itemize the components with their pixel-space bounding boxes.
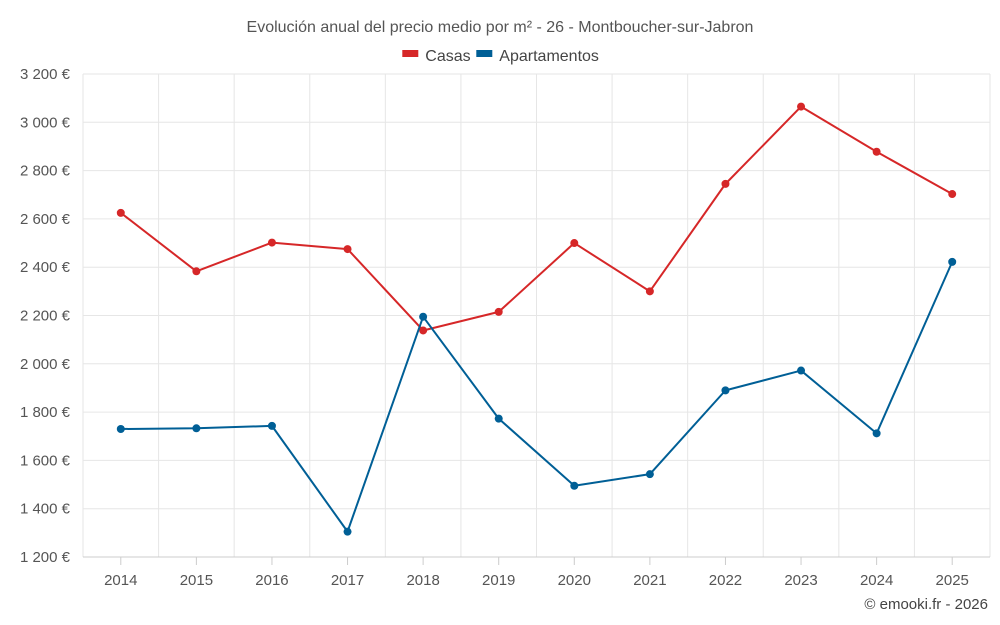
data-point-casas	[267, 238, 276, 247]
x-tick-label: 2018	[406, 572, 439, 589]
y-tick-label: 1 200 €	[20, 549, 71, 566]
y-tick-label: 2 000 €	[20, 356, 71, 373]
data-point-casas	[116, 208, 125, 217]
data-point-casas	[797, 102, 806, 111]
data-point-apartamentos	[570, 481, 579, 490]
y-tick-label: 1 400 €	[20, 501, 71, 518]
y-tick-label: 3 200 €	[20, 66, 71, 83]
data-point-apartamentos	[192, 424, 201, 433]
data-point-apartamentos	[948, 257, 957, 266]
x-tick-label: 2023	[784, 572, 817, 589]
x-tick-label: 2015	[180, 572, 213, 589]
x-tick-label: 2024	[860, 572, 893, 589]
legend: Casas Apartamentos	[402, 48, 599, 65]
data-point-apartamentos	[116, 425, 125, 434]
data-point-casas	[948, 190, 957, 199]
y-tick-label: 1 600 €	[20, 452, 71, 469]
data-point-casas	[645, 287, 654, 296]
y-tick-label: 2 600 €	[20, 211, 71, 228]
data-point-apartamentos	[721, 386, 730, 395]
legend-swatch-apartamentos	[476, 50, 493, 57]
x-axis: 2014 2015 2016 2017 2018 2019 2020 2021 2022 2023…	[83, 556, 990, 589]
y-tick-label: 1 800 €	[20, 404, 71, 421]
data-point-apartamentos	[494, 414, 503, 423]
data-point-apartamentos	[343, 527, 352, 536]
data-point-casas	[721, 179, 730, 188]
data-point-casas	[570, 239, 579, 248]
legend-label-casas: Casas	[425, 48, 470, 65]
x-tick-label: 2020	[558, 572, 591, 589]
credit-text: © emooki.fr - 2026	[864, 596, 988, 613]
x-tick-label: 2025	[936, 572, 969, 589]
x-tick-label: 2014	[104, 572, 137, 589]
x-tick-label: 2019	[482, 572, 515, 589]
data-point-apartamentos	[419, 312, 428, 321]
y-tick-label: 2 200 €	[20, 308, 71, 325]
x-tick-label: 2017	[331, 572, 364, 589]
x-tick-label: 2016	[255, 572, 288, 589]
data-point-casas	[494, 307, 503, 316]
series-line-casas	[120, 105, 953, 332]
legend-swatch-casas	[402, 50, 419, 57]
data-point-apartamentos	[797, 366, 806, 375]
data-point-apartamentos	[267, 421, 276, 430]
data-point-apartamentos	[872, 429, 881, 438]
y-tick-label: 2 800 €	[20, 163, 71, 180]
chart-title: Evolución anual del precio medio por m² …	[247, 19, 754, 36]
x-tick-label: 2022	[709, 572, 742, 589]
data-point-casas	[419, 326, 428, 335]
y-axis: 1 200 € 1 400 € 1 600 € 1 800 € 2 000 € 2 200…	[20, 66, 71, 566]
grid	[82, 73, 991, 558]
data-point-casas	[343, 245, 352, 254]
series-line-apartamentos	[120, 261, 954, 533]
y-tick-label: 2 400 €	[20, 259, 71, 276]
x-tick-label: 2021	[633, 572, 666, 589]
data-point-casas	[872, 147, 881, 156]
y-tick-label: 3 000 €	[20, 114, 71, 131]
series-layer	[116, 102, 957, 536]
data-point-apartamentos	[645, 470, 654, 479]
legend-label-apartamentos: Apartamentos	[499, 48, 599, 65]
data-point-casas	[192, 267, 201, 276]
